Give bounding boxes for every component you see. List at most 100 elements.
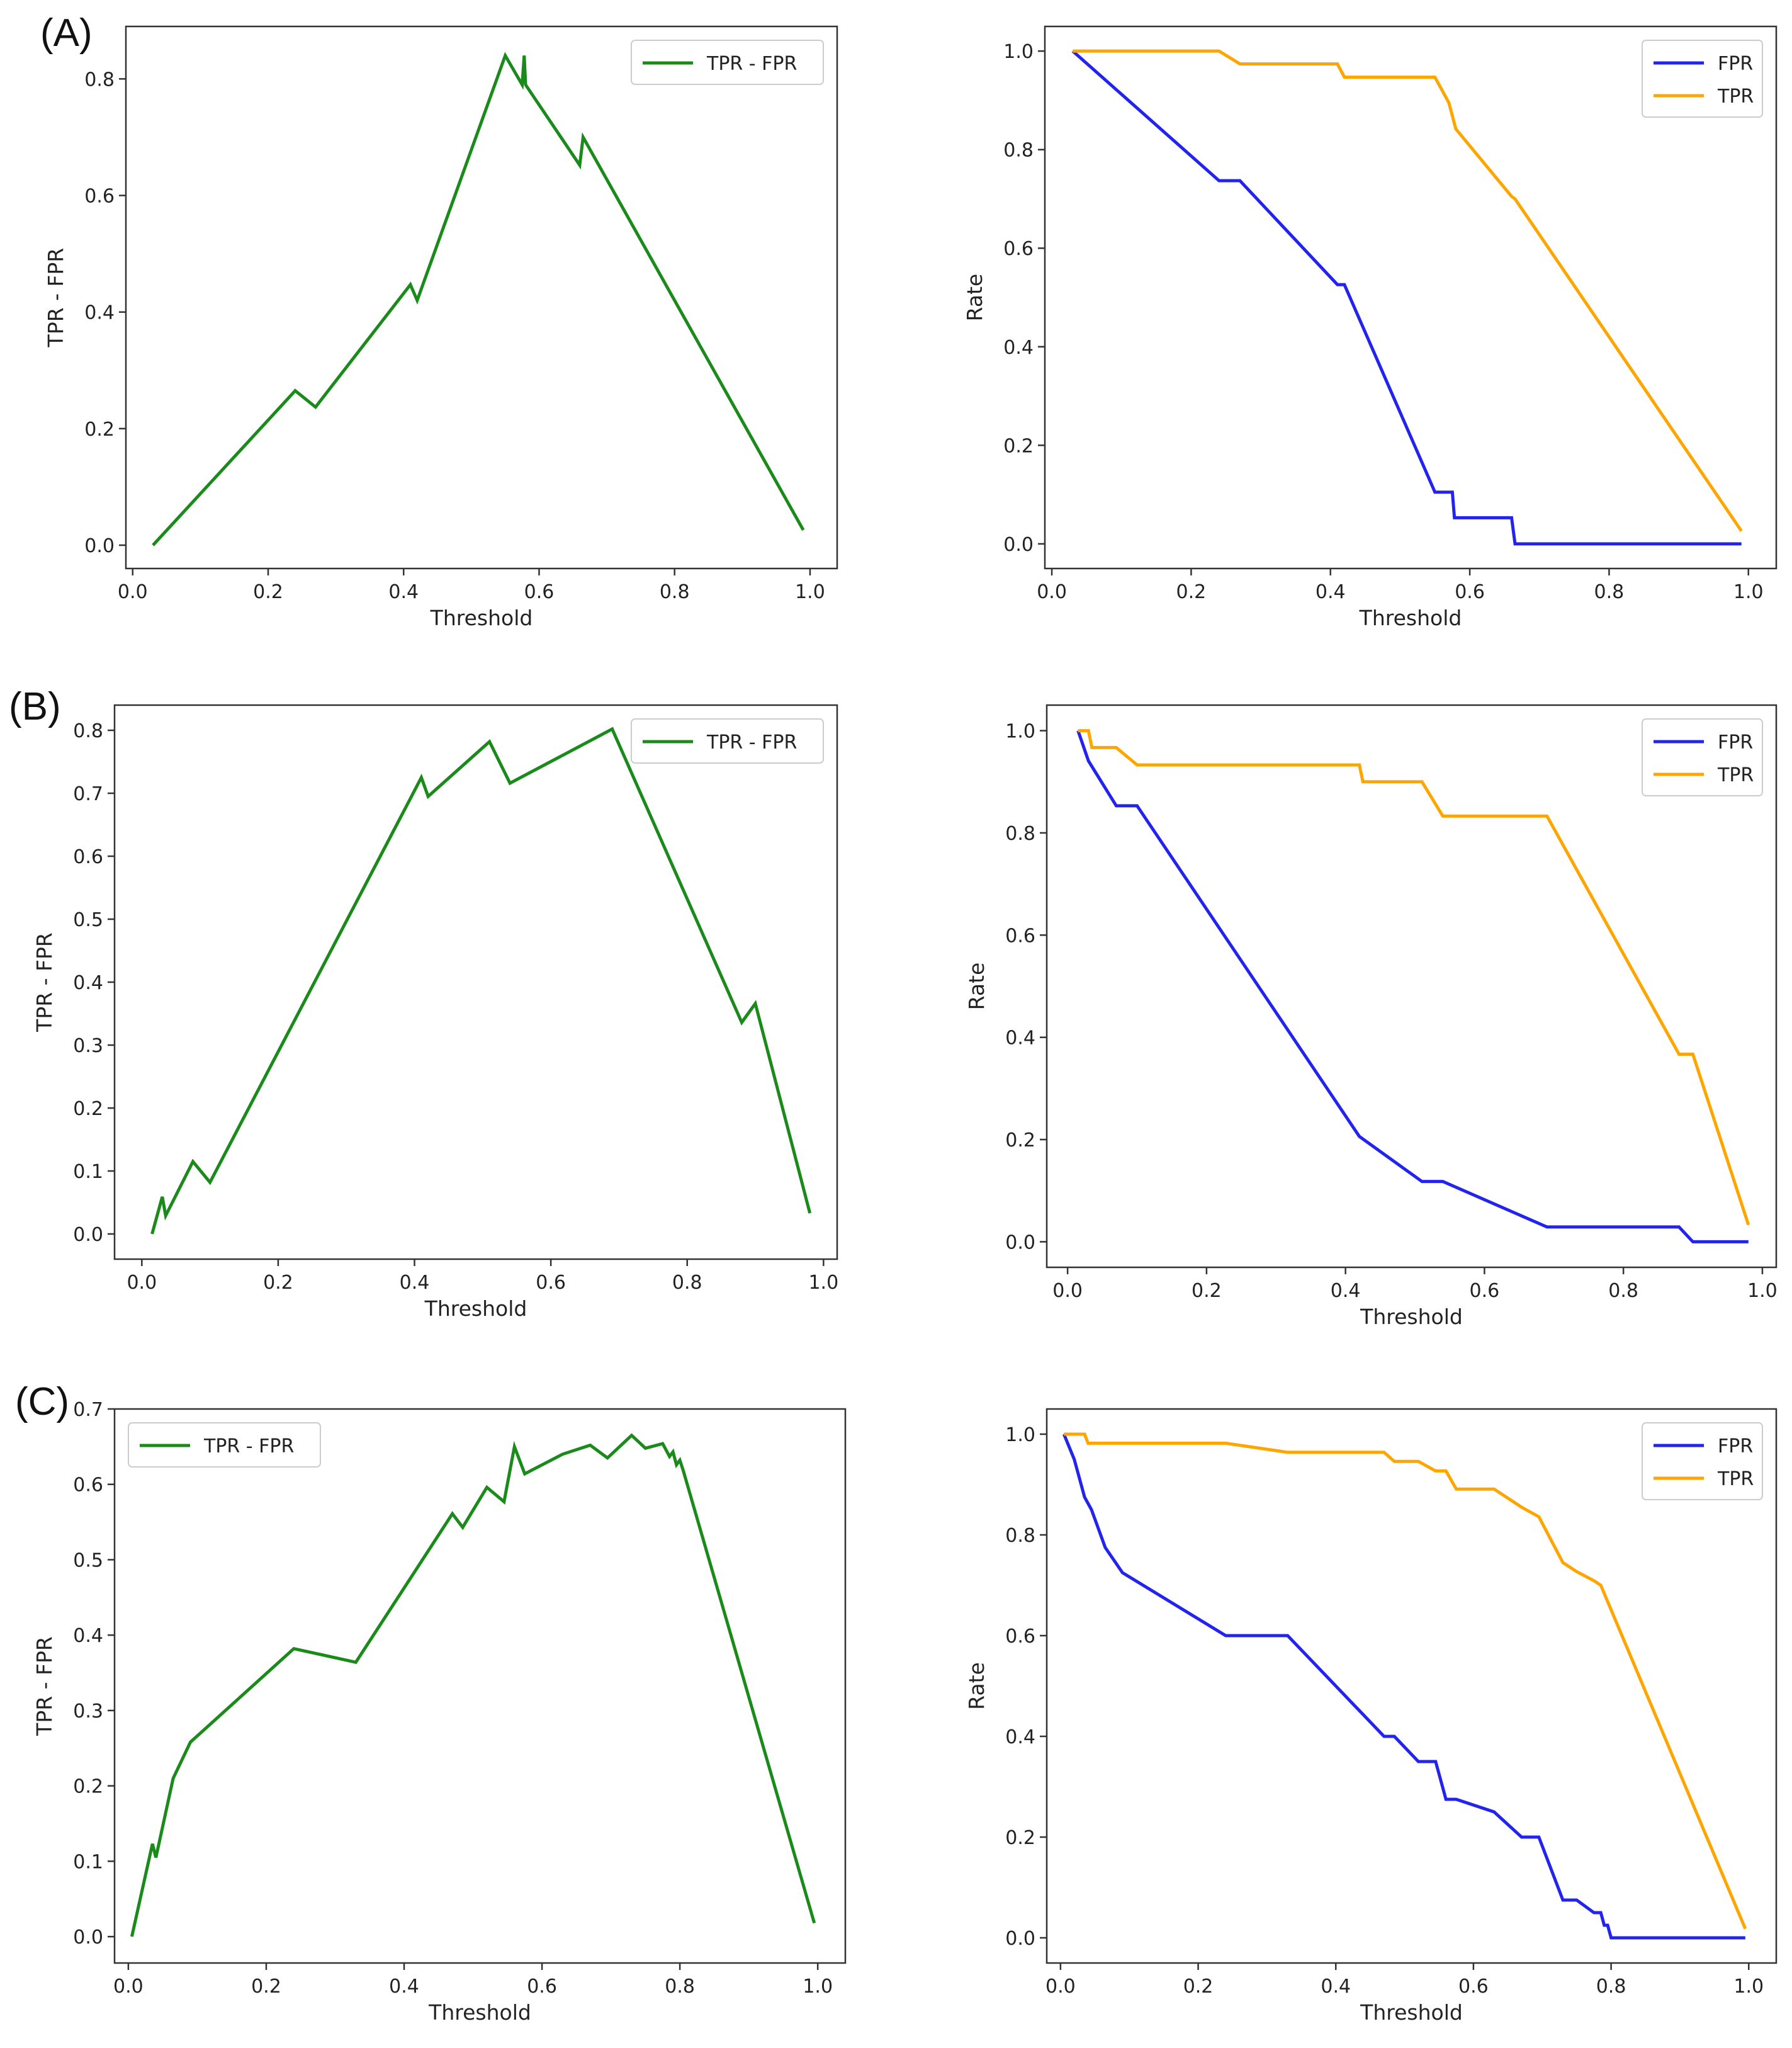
y-tick-label: 0.8 — [73, 720, 103, 742]
y-tick-label: 0.2 — [73, 1776, 103, 1798]
legend-box — [1642, 1422, 1763, 1500]
y-axis-label: Rate — [964, 1662, 989, 1710]
y-tick-label: 0.8 — [84, 69, 115, 91]
x-tick-label: 0.2 — [251, 1976, 281, 1998]
y-tick-label: 0.6 — [1003, 238, 1034, 260]
y-tick-label: 0.4 — [1003, 337, 1034, 359]
series-line-tpr — [1078, 729, 1750, 1226]
y-tick-label: 0.5 — [73, 909, 103, 931]
y-tick-label: 0.6 — [73, 1474, 103, 1496]
y-tick-label: 0.0 — [73, 1224, 103, 1246]
y-tick-label: 0.2 — [84, 419, 115, 441]
x-axis-label: Threshold — [1360, 2000, 1463, 2025]
x-tick-label: 0.0 — [127, 1272, 157, 1294]
y-tick-label: 0.4 — [73, 972, 103, 994]
legend: FPR TPR — [1642, 1422, 1763, 1500]
chart-A-diff: 0.0 0.2 0.4 0.6 0.8 1.0 0.0 0.2 0.4 0.6 0.8 Thresho… — [43, 25, 838, 630]
y-tick-label: 0.2 — [73, 1098, 103, 1120]
series-line-fpr — [1071, 50, 1742, 546]
x-axis-label: Threshold — [1360, 1304, 1463, 1329]
y-axis-label: TPR - FPR — [43, 248, 68, 348]
legend-box — [128, 1422, 321, 1468]
series-line-fpr — [1076, 730, 1749, 1243]
legend-label: FPR — [1718, 732, 1753, 754]
x-tick-label: 0.4 — [1321, 1976, 1351, 1998]
y-tick-label: 1.0 — [1005, 721, 1035, 743]
panel-label-a: (A) — [40, 11, 93, 55]
y-tick-label: 0.7 — [73, 1399, 103, 1421]
legend-label: TPR — [1717, 764, 1754, 786]
legend-label: FPR — [1718, 1435, 1753, 1457]
y-tick-label: 0.4 — [73, 1625, 103, 1647]
y-tick-label: 0.2 — [1003, 435, 1034, 457]
legend: FPR TPR — [1642, 40, 1763, 118]
x-tick-label: 0.0 — [1037, 581, 1067, 603]
x-tick-label: 0.2 — [1192, 1280, 1222, 1302]
plot-frame — [1045, 704, 1778, 1269]
y-tick-label: 0.2 — [1005, 1827, 1035, 1849]
legend: TPR - FPR — [631, 718, 824, 764]
x-tick-label: 1.0 — [803, 1976, 833, 1998]
x-axis-label: Threshold — [424, 1296, 527, 1321]
legend-label: TPR — [1717, 1468, 1754, 1490]
x-tick-label: 0.4 — [388, 581, 419, 603]
x-tick-label: 0.4 — [1331, 1280, 1361, 1302]
plot-frame — [1044, 25, 1778, 570]
y-tick-label: 0.5 — [73, 1549, 103, 1571]
series-line-tpr-fpr — [152, 52, 805, 546]
y-axis-label: TPR - FPR — [32, 1636, 57, 1736]
y-tick-label: 0.6 — [1005, 925, 1035, 947]
legend: TPR - FPR — [631, 40, 824, 85]
legend-box — [1642, 718, 1763, 796]
legend-label: TPR - FPR — [706, 53, 797, 75]
x-tick-label: 0.0 — [1052, 1280, 1083, 1302]
chart-B-diff: 0.0 0.2 0.4 0.6 0.8 1.0 0.0 0.1 0.2 0.3 0.4 0.5 0.6 0… — [32, 704, 838, 1321]
plot-frame — [113, 704, 838, 1260]
y-tick-label: 0.0 — [1005, 1928, 1035, 1950]
x-tick-label: 0.8 — [665, 1976, 695, 1998]
series-line-fpr — [1062, 1434, 1745, 1940]
series-line-tpr-fpr — [150, 727, 812, 1235]
panel-label-c: (C) — [15, 1380, 70, 1423]
y-tick-label: 0.1 — [73, 1851, 103, 1873]
y-tick-label: 0.0 — [84, 535, 115, 557]
x-tick-label: 0.2 — [253, 581, 283, 603]
x-tick-label: 1.0 — [1733, 1976, 1764, 1998]
legend-label: FPR — [1718, 53, 1753, 75]
y-tick-label: 0.1 — [73, 1161, 103, 1183]
x-tick-label: 0.8 — [1596, 1976, 1626, 1998]
x-tick-label: 0.0 — [118, 581, 148, 603]
y-tick-label: 0.3 — [73, 1700, 103, 1723]
x-tick-label: 0.2 — [1176, 581, 1207, 603]
y-tick-label: 0.8 — [1005, 823, 1035, 845]
y-tick-label: 0.4 — [84, 302, 115, 324]
x-tick-label: 0.6 — [524, 581, 555, 603]
y-tick-label: 0.6 — [73, 846, 103, 868]
x-tick-label: 0.2 — [1183, 1976, 1214, 1998]
legend-box — [631, 40, 824, 85]
plot-frame — [125, 25, 838, 570]
x-tick-label: 0.4 — [1316, 581, 1346, 603]
x-axis-label: Threshold — [1359, 606, 1462, 630]
y-tick-label: 0.6 — [84, 185, 115, 207]
plot-frame — [113, 1408, 847, 1964]
x-tick-label: 1.0 — [808, 1272, 838, 1294]
y-tick-label: 0.3 — [73, 1035, 103, 1057]
legend: TPR - FPR — [128, 1422, 321, 1468]
y-tick-label: 0.8 — [1005, 1525, 1035, 1547]
x-tick-label: 0.4 — [400, 1272, 430, 1294]
y-tick-label: 0.8 — [1003, 140, 1034, 162]
y-tick-label: 0.4 — [1005, 1726, 1035, 1748]
series-line-tpr-fpr — [130, 1433, 816, 1937]
plot-frame — [1045, 1408, 1778, 1964]
x-tick-label: 0.8 — [672, 1272, 702, 1294]
x-tick-label: 1.0 — [795, 581, 825, 603]
legend-label: TPR — [1717, 86, 1754, 108]
x-axis-label: Threshold — [430, 606, 533, 630]
y-axis-label: Rate — [964, 963, 989, 1010]
y-tick-label: 0.7 — [73, 783, 103, 805]
x-tick-label: 0.8 — [1608, 1280, 1638, 1302]
x-tick-label: 0.0 — [113, 1976, 144, 1998]
x-tick-label: 0.6 — [527, 1976, 557, 1998]
